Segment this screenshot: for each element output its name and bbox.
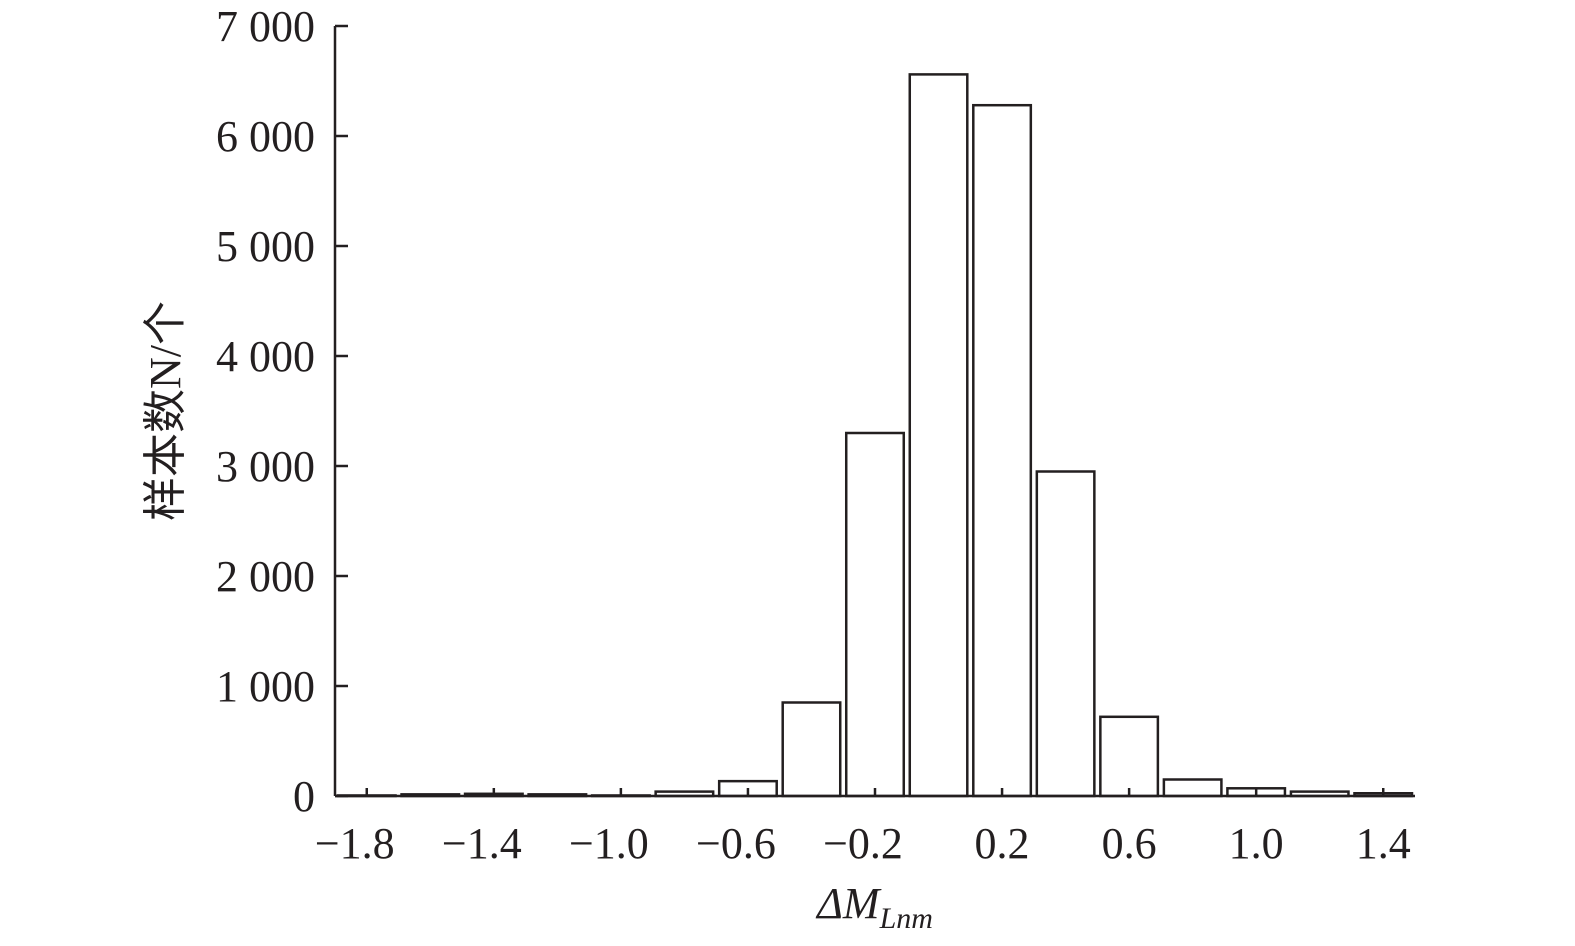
bar xyxy=(1099,715,1160,798)
x-tick-label: 0.6 xyxy=(1102,819,1157,868)
y-tick-label: 1 000 xyxy=(216,662,315,711)
x-tick-label: −0.2 xyxy=(823,819,903,868)
x-axis-label-main: ΔM xyxy=(815,879,882,928)
x-tick-label: −1.0 xyxy=(569,819,649,868)
bar xyxy=(781,701,842,798)
bar xyxy=(908,73,969,798)
x-axis-label: ΔMLnm xyxy=(815,879,933,935)
bar xyxy=(1162,778,1223,798)
x-tick-label: −1.4 xyxy=(442,819,522,868)
bar xyxy=(972,103,1033,798)
bar xyxy=(1035,470,1096,798)
y-tick-label: 6 000 xyxy=(216,112,315,161)
x-tick-label: 1.4 xyxy=(1356,819,1411,868)
y-tick-label: 3 000 xyxy=(216,442,315,491)
x-tick-label: −1.8 xyxy=(315,819,395,868)
y-tick-label: 2 000 xyxy=(216,552,315,601)
y-tick-label: 0 xyxy=(293,772,315,821)
y-axis-label: 样本数N/个 xyxy=(141,301,190,521)
y-tick-label: 4 000 xyxy=(216,332,315,381)
x-tick-label: 0.2 xyxy=(975,819,1030,868)
y-tick-label: 5 000 xyxy=(216,222,315,271)
x-axis-label-sub: Lnm xyxy=(879,902,933,935)
x-tick-label: 1.0 xyxy=(1229,819,1284,868)
x-tick-label: −0.6 xyxy=(696,819,776,868)
y-tick-label: 7 000 xyxy=(216,2,315,51)
bar xyxy=(844,431,906,798)
